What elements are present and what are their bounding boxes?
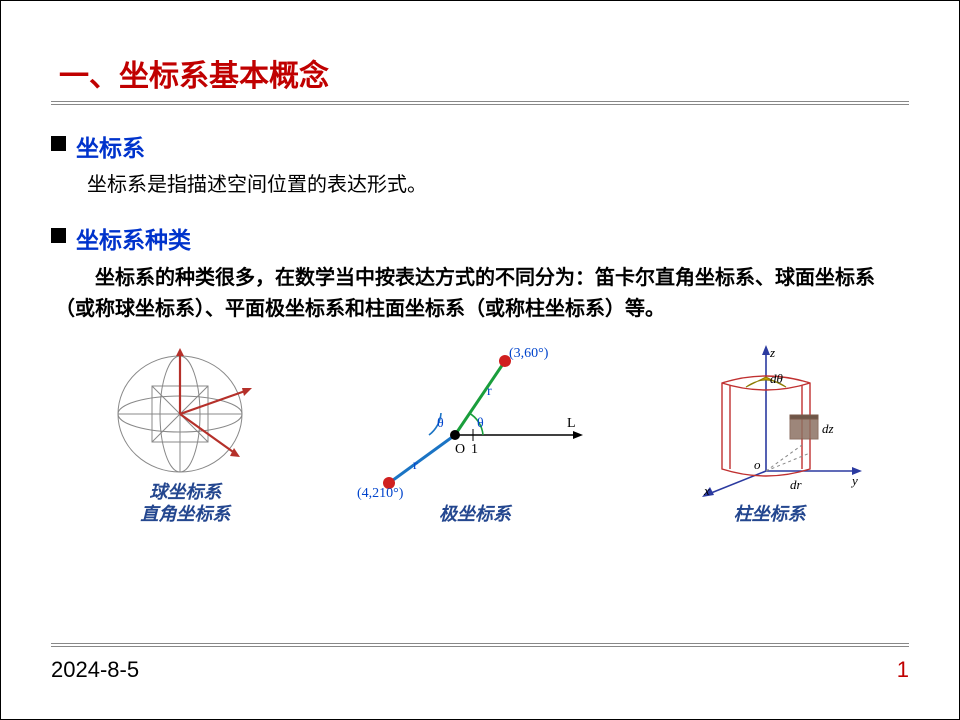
footer: 2024-8-5 1: [51, 643, 909, 683]
polar-pt1: (3,60°): [509, 346, 549, 361]
footer-date: 2024-8-5: [51, 657, 139, 683]
section2-text: 坐标系的种类很多，在数学当中按表达方式的不同分为：笛卡尔直角坐标系、球面坐标系（…: [55, 263, 909, 325]
footer-rule-2: [51, 646, 909, 647]
polar-1: 1: [471, 442, 478, 457]
cyl-o: o: [754, 457, 761, 472]
cyl-dr: dr: [790, 477, 803, 492]
polar-O: O: [455, 442, 465, 457]
caption-line-1: 球坐标系: [149, 482, 221, 502]
fig-sphere: 球坐标系 直角坐标系: [90, 344, 280, 526]
fig-polar: (3,60°) (4,210°) r r θ θ O 1 L 极坐标系: [355, 343, 595, 526]
polar-theta-1: θ: [477, 416, 484, 431]
cyl-dth: dθ: [770, 371, 784, 386]
fig-cyl-caption: 柱坐标系: [670, 503, 870, 526]
polar-L: L: [567, 416, 576, 431]
fig-sphere-caption: 球坐标系 直角坐标系: [90, 481, 280, 526]
polar-diagram: (3,60°) (4,210°) r r θ θ O 1 L: [355, 343, 595, 501]
polar-r-1: r: [487, 384, 492, 399]
footer-rule-1: [51, 643, 909, 644]
fig-polar-caption: 极坐标系: [355, 503, 595, 526]
title-rule-1: [51, 101, 909, 102]
cyl-dz: dz: [822, 421, 834, 436]
figures-row: 球坐标系 直角坐标系 (3,60°): [51, 343, 909, 526]
footer-page-number: 1: [897, 657, 909, 683]
polar-theta-2: θ: [437, 416, 444, 431]
caption-line-2: 直角坐标系: [140, 504, 230, 524]
bullet-2: 坐标系种类: [51, 221, 909, 255]
bullet-1: 坐标系: [51, 129, 909, 163]
cyl-diagram: z y x o dz dr dθ: [670, 343, 870, 501]
cyl-x: x: [703, 483, 710, 498]
bullet-square-icon: [51, 136, 66, 151]
sphere-diagram: [90, 344, 280, 479]
title-rule-2: [51, 104, 909, 105]
polar-r-2: r: [413, 458, 418, 473]
bullet-square-icon: [51, 228, 66, 243]
section1-text: 坐标系是指描述空间位置的表达形式。: [87, 171, 909, 199]
fig-cyl: z y x o dz dr dθ 柱坐标系: [670, 343, 870, 526]
polar-pt2: (4,210°): [357, 486, 404, 501]
cyl-z: z: [769, 345, 775, 360]
cyl-y: y: [850, 473, 858, 488]
bullet-2-label: 坐标系种类: [76, 221, 191, 255]
bullet-1-label: 坐标系: [76, 129, 145, 163]
slide-title: 一、坐标系基本概念: [59, 51, 909, 95]
